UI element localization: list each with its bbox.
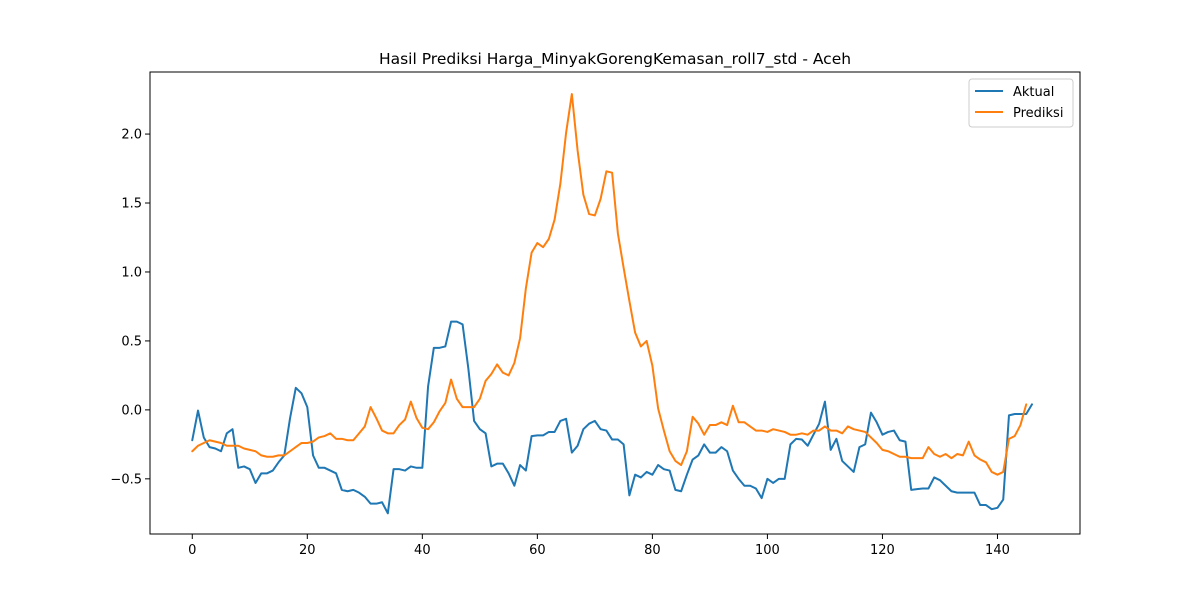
x-tick-label: 140 bbox=[985, 543, 1010, 558]
series-line-aktual bbox=[191, 320, 1033, 515]
y-tick-label: 2.0 bbox=[121, 128, 142, 143]
x-tick-label: 60 bbox=[529, 543, 546, 558]
x-tick-label: 20 bbox=[299, 543, 316, 558]
plot-frame bbox=[149, 71, 1081, 535]
y-tick-label: 0.5 bbox=[121, 334, 142, 349]
y-tick-label: 0.0 bbox=[121, 403, 142, 418]
x-tick-label: 80 bbox=[644, 543, 661, 558]
x-tick-label: 120 bbox=[870, 543, 895, 558]
y-tick-label: 1.0 bbox=[121, 265, 142, 280]
x-tick-label: 100 bbox=[755, 543, 780, 558]
x-tick-label: 40 bbox=[414, 543, 431, 558]
series-layer bbox=[191, 93, 1033, 515]
x-tick-label: 0 bbox=[188, 543, 196, 558]
plot-area bbox=[149, 71, 1081, 535]
legend-label-prediksi: Prediksi bbox=[1013, 106, 1063, 121]
chart-title: Hasil Prediksi Harga_MinyakGorengKemasan… bbox=[379, 50, 851, 69]
x-axis: 0 20 40 60 80 100 120 140 bbox=[188, 534, 1010, 558]
y-tick-label: 1.5 bbox=[121, 197, 142, 212]
legend: Aktual Prediksi bbox=[968, 78, 1074, 128]
legend-label-aktual: Aktual bbox=[1013, 85, 1054, 100]
y-tick-label: −0.5 bbox=[110, 472, 142, 487]
series-line-prediksi bbox=[191, 93, 1028, 476]
y-axis: −0.5 0.0 0.5 1.0 1.5 2.0 bbox=[110, 128, 150, 487]
